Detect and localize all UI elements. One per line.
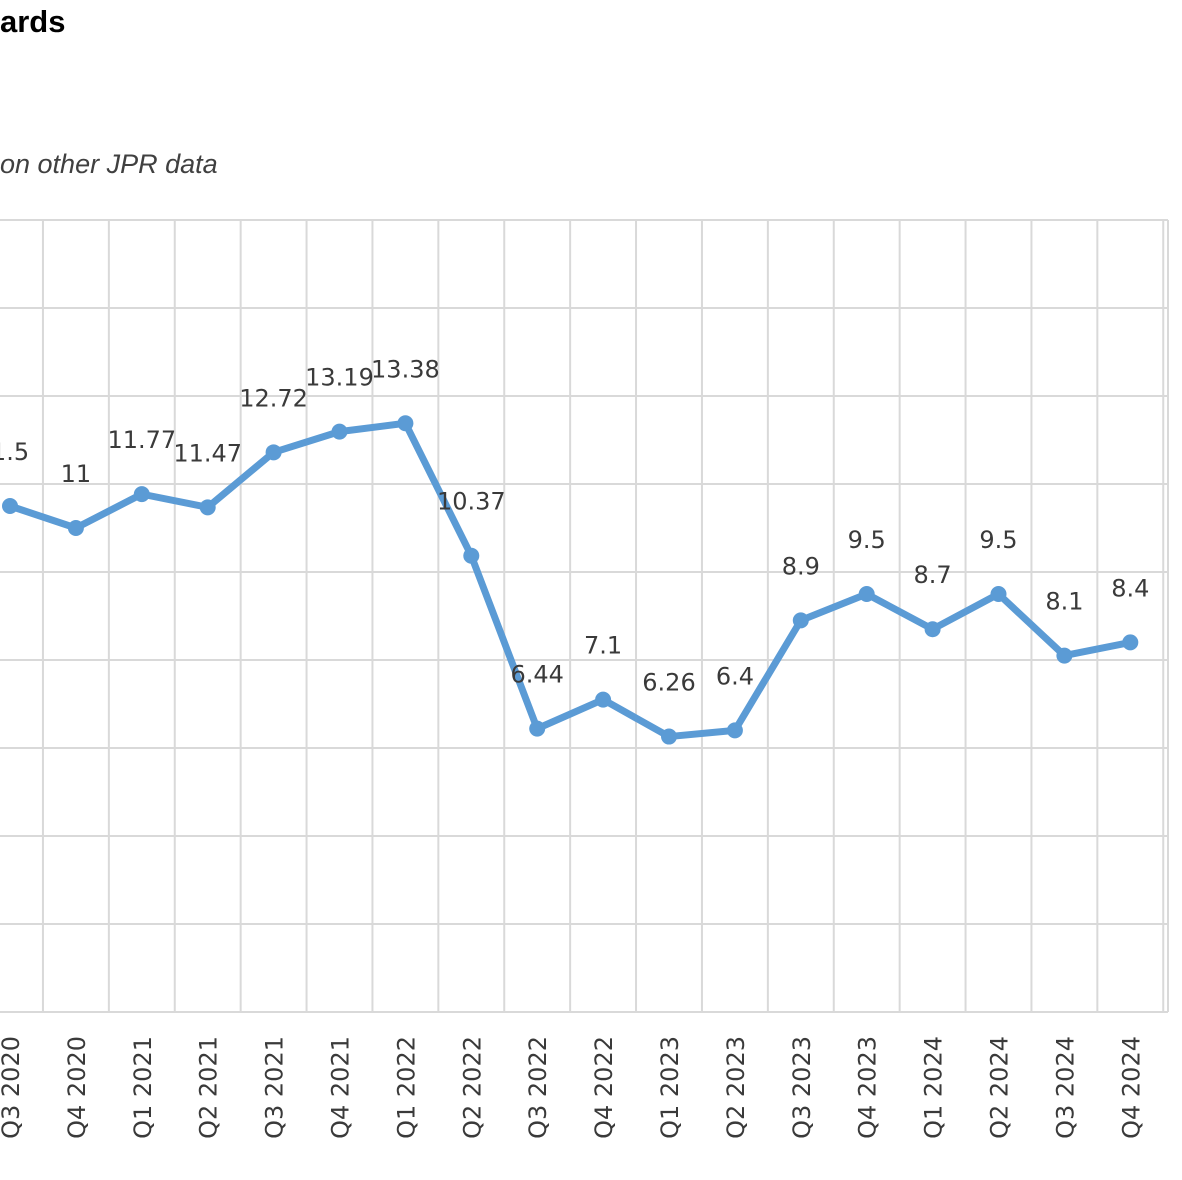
x-tick-label: Q3 2021	[261, 1036, 289, 1139]
data-label: 8.1	[1045, 588, 1083, 616]
x-tick-label: Q3 2022	[524, 1036, 552, 1139]
x-axis-tick-labels: Q3 2020 Q4 2020 Q1 2021 Q2 2021 Q3 2021 Q4 20…	[0, 1036, 1145, 1139]
data-point	[2, 498, 18, 514]
x-tick-label: Q4 2021	[327, 1036, 355, 1139]
data-point	[924, 621, 941, 638]
data-label: 8.4	[1111, 574, 1149, 602]
data-label: 7.1	[584, 632, 622, 660]
data-point	[331, 423, 348, 440]
data-label: 11	[61, 460, 92, 488]
data-label: 12.72	[239, 384, 308, 412]
data-point	[133, 486, 150, 503]
x-tick-label: Q3 2024	[1051, 1036, 1079, 1139]
data-point	[265, 444, 282, 461]
x-tick-label: Q4 2023	[854, 1036, 882, 1139]
series-line-group	[6, 419, 1134, 741]
x-tick-label: Q1 2024	[920, 1036, 948, 1139]
data-label: 8.7	[914, 561, 952, 589]
data-label: 11.77	[107, 426, 176, 454]
data-point	[661, 728, 677, 745]
data-point	[595, 691, 612, 708]
x-tick-label: Q1 2022	[392, 1036, 420, 1139]
data-point	[199, 499, 216, 516]
data-label: 13.38	[371, 355, 440, 383]
data-point	[858, 586, 875, 602]
x-tick-label: Q3 2023	[788, 1036, 816, 1139]
data-point	[463, 547, 480, 564]
chart-grid	[0, 219, 1169, 1013]
data-label: 6.26	[642, 669, 695, 697]
x-tick-label: Q2 2022	[458, 1036, 486, 1139]
x-tick-label: Q2 2021	[195, 1036, 223, 1139]
x-tick-label: Q2 2024	[986, 1036, 1014, 1139]
chart-subtitle: on other JPR data	[0, 149, 218, 179]
data-label: 9.5	[848, 526, 886, 554]
data-point	[792, 612, 809, 629]
data-label: 9.5	[979, 526, 1017, 554]
x-tick-label: Q3 2020	[0, 1036, 25, 1139]
data-point	[529, 720, 546, 737]
data-label: 10.37	[437, 488, 506, 516]
data-label: 6.44	[510, 661, 563, 689]
data-point	[990, 586, 1007, 602]
x-tick-label: Q2 2023	[722, 1036, 750, 1139]
data-point	[726, 722, 743, 739]
series-line	[6, 419, 1134, 741]
chart-title: ards	[0, 4, 66, 39]
data-label: 6.4	[716, 662, 754, 690]
data-point	[1056, 647, 1073, 664]
data-points	[2, 415, 1139, 745]
data-point	[397, 415, 414, 432]
x-tick-label: Q1 2023	[656, 1036, 684, 1139]
data-label: 13.19	[305, 364, 374, 392]
x-tick-label: Q4 2022	[590, 1036, 618, 1139]
data-label: 1.5	[0, 438, 29, 466]
x-tick-label: Q4 2020	[63, 1036, 91, 1139]
data-point	[67, 520, 84, 536]
data-label: 8.9	[782, 552, 820, 580]
data-point	[1122, 634, 1139, 651]
x-tick-label: Q1 2021	[129, 1036, 157, 1139]
data-label: 11.47	[173, 439, 242, 467]
x-tick-label: Q4 2024	[1117, 1036, 1145, 1139]
